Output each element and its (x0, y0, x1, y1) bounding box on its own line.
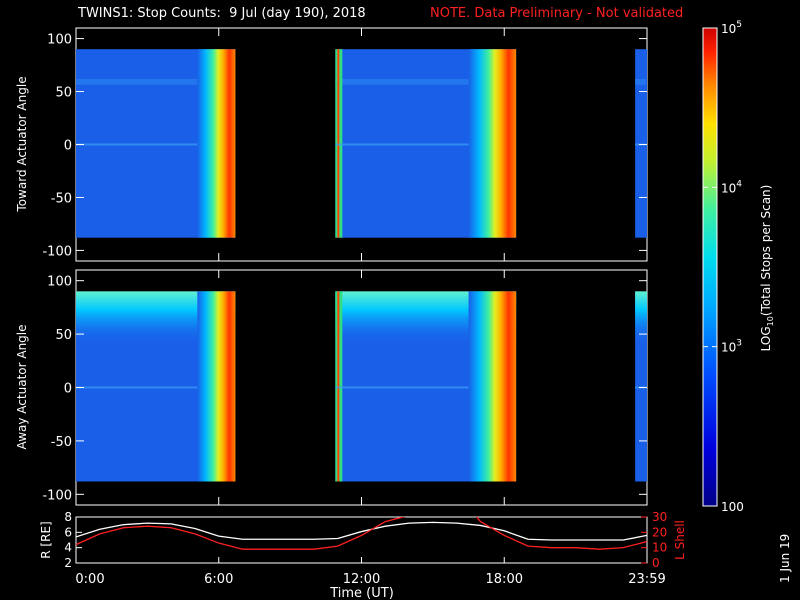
y-tick-label: 6 (64, 525, 72, 539)
segment-edge-band (337, 291, 340, 482)
y-tick-label: 2 (64, 556, 72, 570)
generation-date: 1 Jun 19 (778, 533, 792, 583)
r-re-ylabel: R [RE] (39, 521, 53, 558)
sunward-bright-band (197, 291, 236, 482)
colorbar-label: LOG10(Total Stops per Scan) (759, 185, 775, 352)
sunward-bright-band (468, 291, 517, 482)
l-shell-ylabel: L Shell (673, 520, 687, 560)
x-axis-label: Time (UT) (329, 586, 394, 600)
segment-edge-band (337, 49, 340, 238)
y-tick-label: 100 (47, 33, 72, 48)
high-angle-band (635, 291, 647, 345)
sunward-bright-band (468, 49, 517, 238)
y-tick-label: -50 (51, 435, 72, 450)
high-angle-streak (635, 78, 646, 85)
colorbar: 105 104 103 100 LOG10(Total Stops per Scan) (702, 20, 775, 514)
cb-tick-label: 105 (721, 20, 742, 36)
y-tick-label-right: 0 (652, 556, 660, 570)
sunward-bright-band (197, 49, 236, 238)
plot-title: TWINS1: Stop Counts: 9 Jul (day 190), 20… (78, 6, 366, 21)
x-tick-label: 0:00 (75, 572, 104, 587)
y-tick-label: 50 (55, 328, 72, 343)
x-tick-label: 6:00 (204, 572, 233, 587)
preliminary-note: NOTE. Data Preliminary - Not validated (430, 6, 684, 21)
away-angle-panel: 100 50 0 -50 -100 Away Actuator Angle (15, 269, 648, 506)
y-tick-label: 50 (55, 86, 72, 101)
heatmap-segment (635, 49, 647, 238)
cb-tick-label: 104 (721, 179, 742, 195)
x-tick-label: 18:00 (486, 572, 523, 587)
toward-ylabel: Toward Actuator Angle (15, 76, 29, 212)
y-tick-label: 4 (64, 541, 72, 555)
y-tick-label: 0 (64, 382, 72, 397)
r-re-line (76, 521, 647, 541)
y-tick-label-right: 30 (652, 510, 667, 524)
y-tick-label: 0 (64, 139, 72, 154)
y-tick-label: -100 (42, 488, 72, 503)
high-angle-streak (335, 78, 499, 85)
away-ylabel: Away Actuator Angle (15, 324, 29, 449)
x-tick-label: 12:00 (343, 572, 380, 587)
l-shell-line (76, 517, 647, 550)
heatmap-segment (635, 291, 647, 482)
y-tick-label: 100 (47, 275, 72, 290)
y-tick-label: -50 (51, 191, 72, 206)
cb-tick-label: 103 (721, 339, 742, 355)
x-tick-label: 23:59 (628, 572, 665, 587)
y-tick-label: -100 (42, 244, 72, 259)
y-tick-label: 8 (64, 510, 72, 524)
high-angle-streak (76, 78, 220, 85)
toward-angle-panel: 100 50 0 -50 -100 Toward Actuator Angle (15, 27, 648, 262)
cb-tick-label: 100 (721, 500, 744, 514)
y-tick-label-right: 20 (652, 525, 667, 539)
y-tick-label-right: 10 (652, 541, 667, 555)
